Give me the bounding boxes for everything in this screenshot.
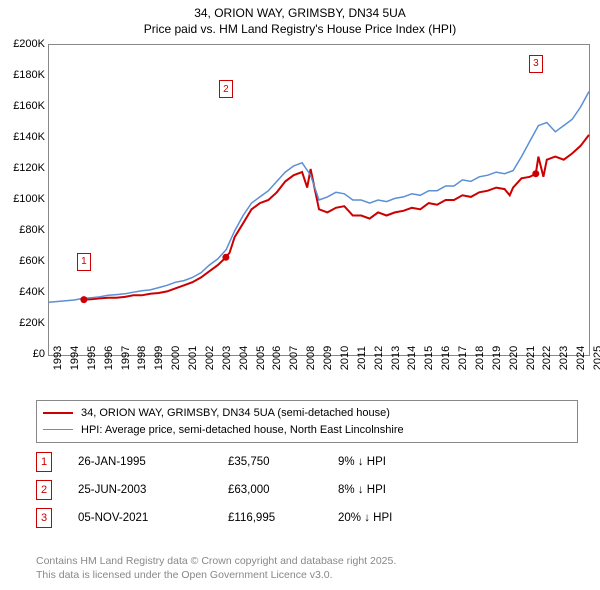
sale-diff: 8% ↓ HPI: [338, 484, 468, 496]
sale-marker-box: 3: [36, 508, 52, 528]
y-tick-label: £180K: [3, 69, 45, 81]
x-tick-label: 2012: [373, 346, 385, 370]
x-tick-label: 2024: [575, 346, 587, 370]
plot-marker-1: 1: [77, 253, 91, 271]
sale-date: 26-JAN-1995: [78, 456, 228, 468]
sale-row: 3 05-NOV-2021£116,99520% ↓ HPI: [36, 504, 564, 532]
x-tick-label: 2001: [187, 346, 199, 370]
y-tick-label: £120K: [3, 162, 45, 174]
sale-dot: [222, 254, 229, 261]
y-tick-label: £20K: [3, 317, 45, 329]
sale-row: 1 26-JAN-1995£35,7509% ↓ HPI: [36, 448, 564, 476]
x-tick-label: 1998: [136, 346, 148, 370]
x-tick-label: 2009: [322, 346, 334, 370]
footer-line-1: Contains HM Land Registry data © Crown c…: [36, 554, 396, 568]
title-line-1: 34, ORION WAY, GRIMSBY, DN34 5UA: [0, 5, 600, 21]
x-tick-label: 2015: [423, 346, 435, 370]
x-tick-label: 2014: [406, 346, 418, 370]
series-price_paid: [84, 135, 589, 300]
sale-row: 2 25-JUN-2003£63,0008% ↓ HPI: [36, 476, 564, 504]
y-tick-label: £60K: [3, 255, 45, 267]
legend-row: 34, ORION WAY, GRIMSBY, DN34 5UA (semi-d…: [43, 405, 571, 422]
series-hpi: [49, 92, 589, 303]
y-tick-label: £160K: [3, 100, 45, 112]
plot-marker-2: 2: [219, 80, 233, 98]
x-tick-label: 2025: [592, 346, 600, 370]
legend-row: HPI: Average price, semi-detached house,…: [43, 422, 571, 439]
x-tick-label: 1996: [103, 346, 115, 370]
x-tick-label: 2023: [558, 346, 570, 370]
legend-swatch: [43, 429, 73, 430]
x-tick-label: 2005: [255, 346, 267, 370]
sale-dot: [532, 170, 539, 177]
plot-area: 1 2 3: [48, 44, 590, 356]
legend: 34, ORION WAY, GRIMSBY, DN34 5UA (semi-d…: [36, 400, 578, 443]
legend-swatch: [43, 412, 73, 414]
sale-diff: 20% ↓ HPI: [338, 512, 468, 524]
x-tick-label: 2019: [491, 346, 503, 370]
x-tick-label: 2013: [390, 346, 402, 370]
x-tick-label: 1993: [52, 346, 64, 370]
legend-label: HPI: Average price, semi-detached house,…: [81, 422, 404, 439]
chart-container: 34, ORION WAY, GRIMSBY, DN34 5UA Price p…: [0, 0, 600, 590]
x-tick-label: 1994: [69, 346, 81, 370]
y-tick-label: £140K: [3, 131, 45, 143]
title-block: 34, ORION WAY, GRIMSBY, DN34 5UA Price p…: [0, 0, 600, 37]
x-tick-label: 1999: [153, 346, 165, 370]
plot-marker-3: 3: [529, 55, 543, 73]
x-tick-label: 2000: [170, 346, 182, 370]
footer-attribution: Contains HM Land Registry data © Crown c…: [36, 554, 396, 582]
x-tick-label: 2006: [271, 346, 283, 370]
x-tick-label: 2008: [305, 346, 317, 370]
sale-date: 25-JUN-2003: [78, 484, 228, 496]
sale-dot: [80, 296, 87, 303]
y-tick-label: £40K: [3, 286, 45, 298]
y-tick-label: £200K: [3, 38, 45, 50]
footer-line-2: This data is licensed under the Open Gov…: [36, 568, 396, 582]
x-tick-label: 2010: [339, 346, 351, 370]
x-tick-label: 1995: [86, 346, 98, 370]
x-tick-label: 2020: [508, 346, 520, 370]
sales-table: 126-JAN-1995£35,7509% ↓ HPI225-JUN-2003£…: [36, 448, 564, 532]
sale-marker-box: 1: [36, 452, 52, 472]
title-line-2: Price paid vs. HM Land Registry's House …: [0, 21, 600, 37]
x-tick-label: 2004: [238, 346, 250, 370]
x-tick-label: 2022: [541, 346, 553, 370]
y-tick-label: £0: [3, 348, 45, 360]
legend-label: 34, ORION WAY, GRIMSBY, DN34 5UA (semi-d…: [81, 405, 390, 422]
x-tick-label: 2018: [474, 346, 486, 370]
x-tick-label: 2003: [221, 346, 233, 370]
y-tick-label: £80K: [3, 224, 45, 236]
x-tick-label: 2016: [440, 346, 452, 370]
plot-svg: [49, 45, 589, 355]
x-tick-label: 2017: [457, 346, 469, 370]
sale-marker-box: 2: [36, 480, 52, 500]
x-tick-label: 1997: [120, 346, 132, 370]
sale-date: 05-NOV-2021: [78, 512, 228, 524]
sale-price: £63,000: [228, 484, 338, 496]
x-tick-label: 2011: [356, 346, 368, 370]
x-tick-label: 2002: [204, 346, 216, 370]
y-tick-label: £100K: [3, 193, 45, 205]
sale-price: £116,995: [228, 512, 338, 524]
x-tick-label: 2007: [288, 346, 300, 370]
sale-price: £35,750: [228, 456, 338, 468]
x-tick-label: 2021: [525, 346, 537, 370]
sale-diff: 9% ↓ HPI: [338, 456, 468, 468]
